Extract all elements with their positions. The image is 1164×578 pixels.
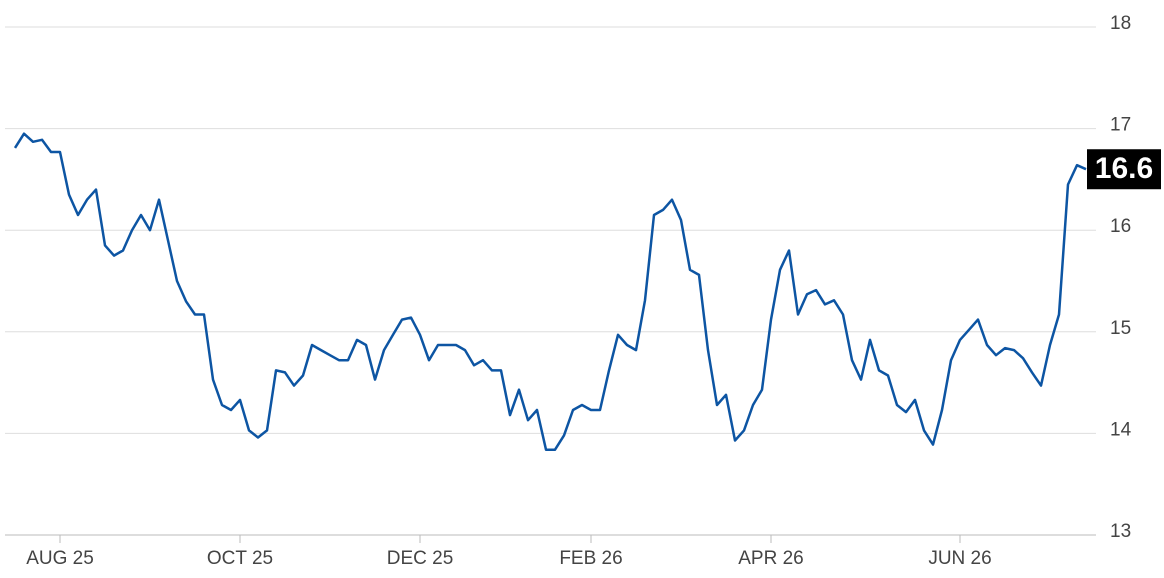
y-tick-label: 15 [1110,318,1131,339]
y-tick-label: 16 [1110,216,1131,237]
y-tick-label: 13 [1110,521,1131,542]
y-tick-label: 18 [1110,13,1131,34]
y-tick-label: 14 [1110,419,1132,440]
x-tick-label: AUG 25 [26,548,94,569]
last-value-box [1087,149,1161,190]
x-tick-label: FEB 26 [559,548,622,569]
x-tick-label: OCT 25 [207,548,273,569]
price-line [13,132,1087,451]
y-tick-label: 17 [1110,115,1131,136]
x-tick-label: DEC 25 [387,548,454,569]
x-tick-label: JUN 26 [928,548,991,569]
x-tick-label: APR 26 [738,548,803,569]
last-value-label: 16.6 [1095,152,1153,185]
